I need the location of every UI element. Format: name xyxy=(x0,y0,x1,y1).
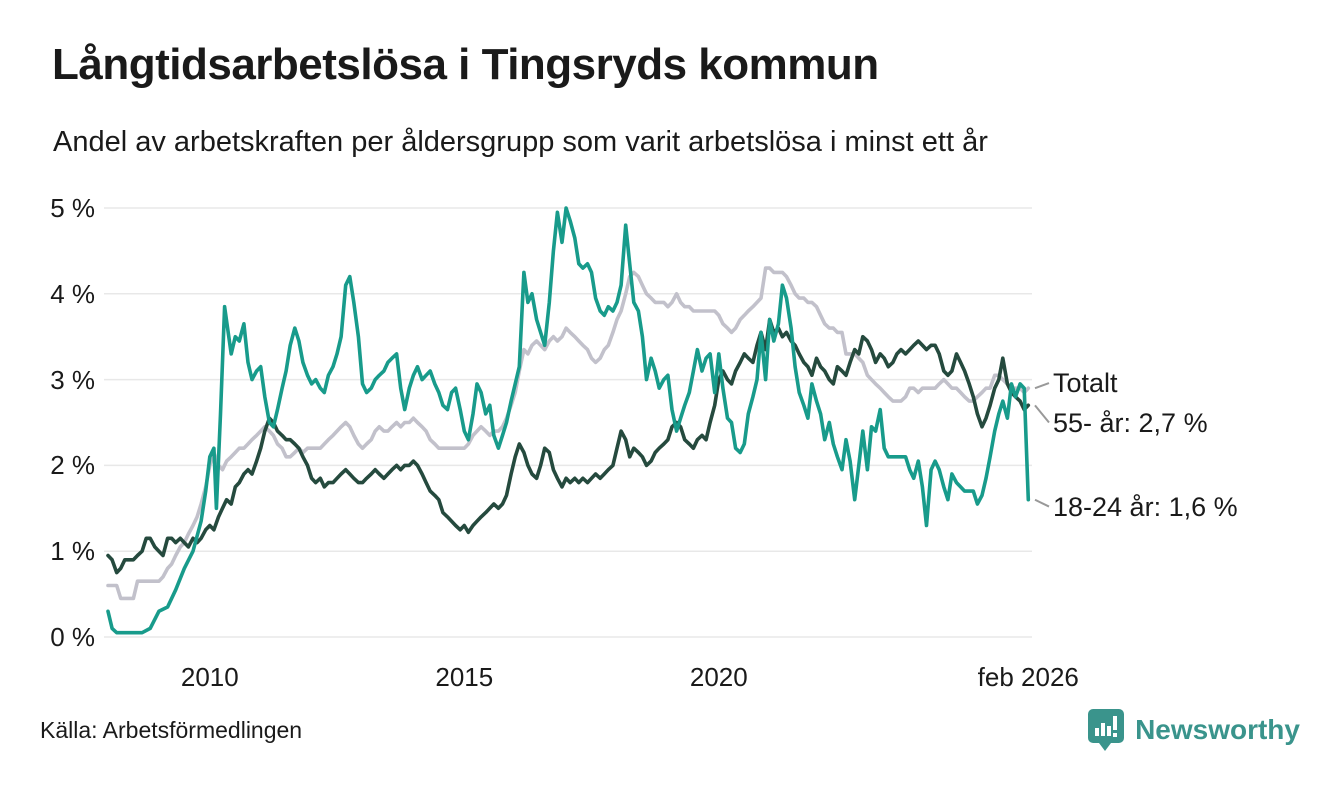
x-tick-label: 2010 xyxy=(180,662,239,692)
series-line-totalt xyxy=(106,266,1031,601)
series-line-55-r xyxy=(106,317,1031,575)
page-title: Långtidsarbetslösa i Tingsryds kommun xyxy=(52,40,879,89)
series-end-label: Totalt xyxy=(1053,368,1118,399)
y-tick-label: 3 % xyxy=(50,364,95,395)
chart-subtitle: Andel av arbetskraften per åldersgrupp s… xyxy=(53,126,988,158)
x-tick-label: feb 2026 xyxy=(977,662,1079,692)
y-tick-label: 5 % xyxy=(50,193,95,223)
newsworthy-bubble-icon xyxy=(1088,709,1125,751)
series-end-label: 55- år: 2,7 % xyxy=(1053,407,1208,438)
newsworthy-logo: Newsworthy xyxy=(1087,708,1300,752)
y-tick-label: 0 % xyxy=(50,622,95,652)
leader-line xyxy=(1034,404,1050,424)
leader-line xyxy=(1034,498,1050,508)
source-note: Källa: Arbetsförmedlingen xyxy=(40,717,303,743)
y-tick-label: 1 % xyxy=(50,536,95,567)
y-tick-label: 4 % xyxy=(50,278,95,309)
newsworthy-wordmark: Newsworthy xyxy=(1135,714,1300,745)
x-tick-label: 2020 xyxy=(689,662,748,692)
series-end-label: 18-24 år: 1,6 % xyxy=(1053,491,1238,522)
y-tick-label: 2 % xyxy=(50,450,95,481)
x-tick-label: 2015 xyxy=(435,662,494,692)
series-line-18-24-r xyxy=(106,206,1031,635)
leader-line xyxy=(1034,382,1050,390)
